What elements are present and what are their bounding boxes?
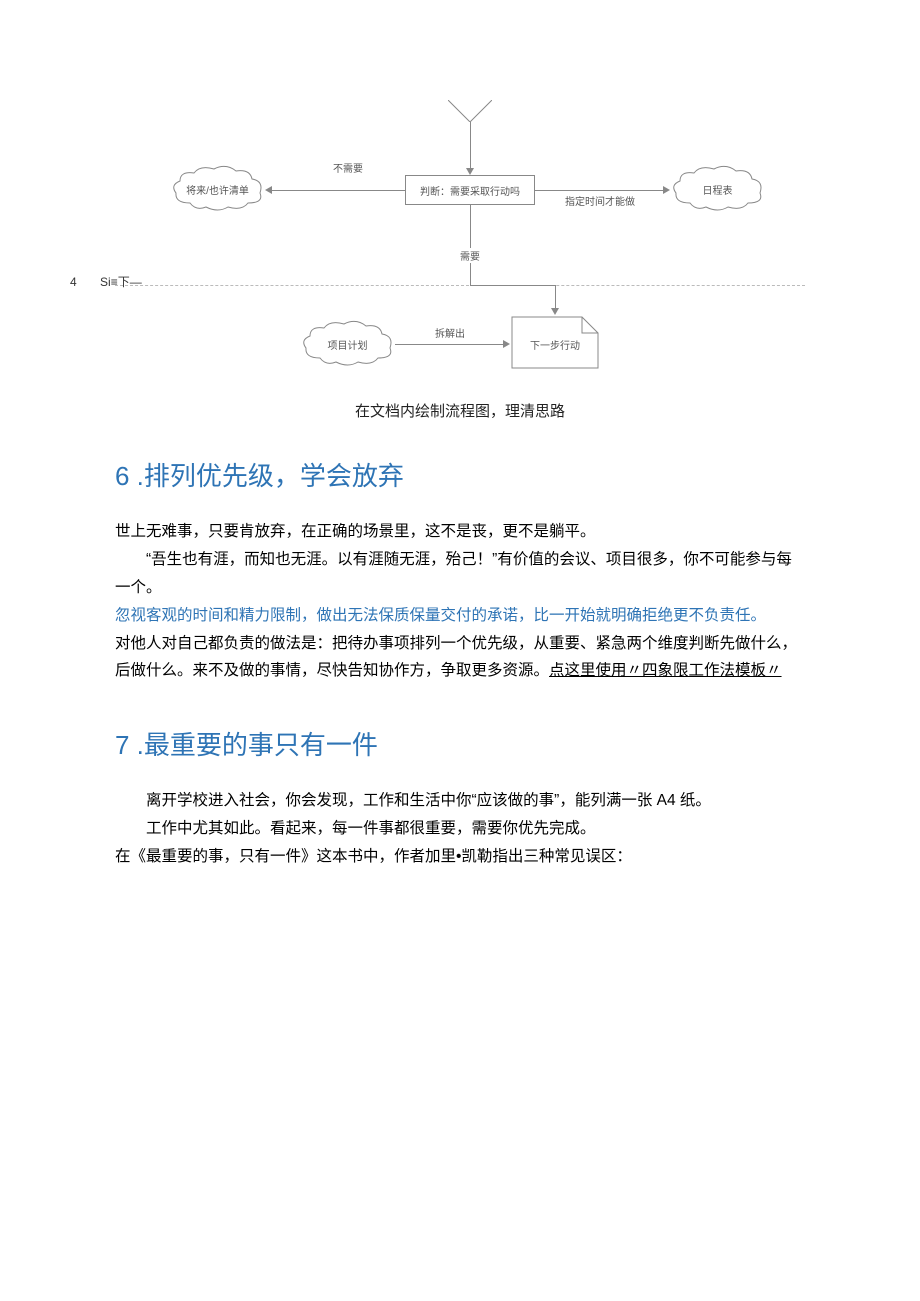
dashed-divider bbox=[115, 285, 805, 286]
arrow-to-doc-h bbox=[470, 285, 556, 286]
arrow-plan-doc bbox=[395, 344, 503, 345]
node-maybe-list: 将来/也许清单 bbox=[170, 165, 265, 213]
node-maybe-list-label: 将来/也许清单 bbox=[186, 182, 249, 197]
s7-p2: 工作中尤其如此。看起来，每一件事都很重要，需要你优先完成。 bbox=[115, 815, 805, 843]
node-calendar: 日程表 bbox=[670, 165, 765, 213]
section-7-body: 离开学校进入社会，你会发现，工作和生活中你“应该做的事”，能列满一张 A4 纸。… bbox=[115, 787, 805, 871]
arrow-right-line bbox=[535, 190, 663, 191]
page-content: 判断：需要采取行动吗 不需要 将来/也许清单 指定时间才能做 日程表 需要 bbox=[0, 0, 920, 871]
node-next-action: 下一步行动 bbox=[510, 315, 600, 370]
flowchart-diagram: 判断：需要采取行动吗 不需要 将来/也许清单 指定时间才能做 日程表 需要 bbox=[115, 100, 805, 380]
s6-template-link[interactable]: 点这里使用〃四象限工作法模板〃 bbox=[549, 662, 782, 679]
s7-p3: 在《最重要的事，只有一件》这本书中，作者加里•凯勒指出三种常见误区： bbox=[115, 843, 805, 871]
s7-p1: 离开学校进入社会，你会发现，工作和生活中你“应该做的事”，能列满一张 A4 纸。 bbox=[115, 787, 805, 815]
node-decision-label: 判断：需要采取行动吗 bbox=[420, 183, 520, 198]
arrowhead-doc bbox=[551, 308, 559, 315]
s6-p4: 对他人对自己都负责的做法是：把待办事项排列一个优先级，从重要、紧急两个维度判断先… bbox=[115, 630, 805, 686]
edge-label-timed: 指定时间才能做 bbox=[565, 193, 635, 208]
flowchart-caption: 在文档内绘制流程图，理清思路 bbox=[115, 400, 805, 421]
section-6-body: 世上无难事，只要肯放弃，在正确的场景里，这不是丧，更不是躺平。 “吾生也有涯，而… bbox=[115, 518, 805, 685]
entry-funnel-icon bbox=[448, 100, 492, 122]
section-6-heading: 6 .排列优先级，学会放弃 bbox=[115, 456, 805, 493]
section-7-heading: 7 .最重要的事只有一件 bbox=[115, 725, 805, 762]
s6-p1: 世上无难事，只要肯放弃，在正确的场景里，这不是丧，更不是躺平。 bbox=[115, 518, 805, 546]
edge-label-no: 不需要 bbox=[333, 160, 363, 175]
s6-p3-blue: 忽视客观的时间和精力限制，做出无法保质保量交付的承诺，比一开始就明确拒绝更不负责… bbox=[115, 602, 805, 630]
edge-label-breakout: 拆解出 bbox=[435, 325, 465, 340]
node-next-action-label: 下一步行动 bbox=[510, 337, 600, 352]
node-project-plan-label: 项目计划 bbox=[328, 337, 368, 352]
arrowhead-left bbox=[265, 186, 272, 194]
arrowhead-plan-doc bbox=[503, 340, 510, 348]
node-calendar-label: 日程表 bbox=[703, 182, 733, 197]
arrow-top bbox=[470, 122, 471, 168]
arrow-elbow-v bbox=[470, 265, 471, 285]
arrow-to-doc-v bbox=[555, 285, 556, 308]
arrow-left-line bbox=[272, 190, 405, 191]
node-project-plan: 项目计划 bbox=[300, 320, 395, 368]
arrowhead-right bbox=[663, 186, 670, 194]
edge-label-yes: 需要 bbox=[460, 248, 480, 263]
margin-note-num: 4 bbox=[70, 275, 77, 289]
node-decision: 判断：需要采取行动吗 bbox=[405, 175, 535, 205]
arrowhead-top bbox=[466, 168, 474, 175]
s6-p2: “吾生也有涯，而知也无涯。以有涯随无涯，殆己！”有价值的会议、项目很多，你不可能… bbox=[115, 546, 805, 602]
